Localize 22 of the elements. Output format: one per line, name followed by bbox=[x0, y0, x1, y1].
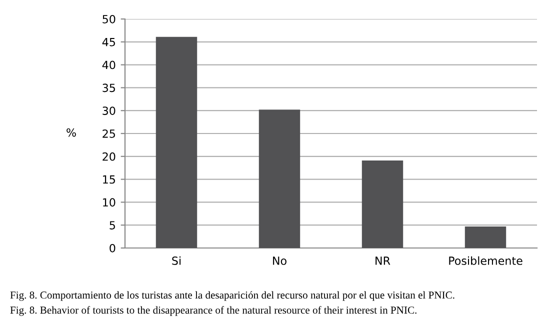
bar bbox=[464, 226, 506, 248]
y-tick-label: 35 bbox=[102, 84, 115, 92]
x-tick-label: NR bbox=[376, 256, 390, 265]
y-tick-label: 0 bbox=[110, 244, 116, 252]
y-tick-label: 25 bbox=[102, 129, 115, 138]
x-tick-label: No bbox=[273, 256, 286, 265]
y-tick-label: 5 bbox=[110, 221, 115, 230]
y-tick-label: 20 bbox=[102, 152, 116, 161]
y-tick-label: 15 bbox=[103, 175, 115, 184]
y-tick-label: 45 bbox=[102, 38, 115, 46]
bar bbox=[362, 160, 404, 248]
bar bbox=[156, 36, 198, 248]
caption: Fig. 8. Comportamiento de los turistas ante la desaparición del recurso natural por el que visitan el PNIC. bbox=[10, 291, 454, 301]
y-tick-label: 10 bbox=[103, 198, 116, 207]
y-tick-label: 30 bbox=[102, 106, 116, 115]
y-tick-label: 40 bbox=[102, 60, 116, 70]
y-axis-title: % bbox=[66, 128, 76, 137]
bar bbox=[258, 110, 300, 248]
caption: Fig. 8. Behavior of tourists to the disappearance of the natural resource of their interest in PNIC. bbox=[10, 306, 416, 316]
y-tick-label: 50 bbox=[102, 14, 116, 24]
x-tick-label: Posiblemente bbox=[449, 256, 522, 265]
x-tick-label: Si bbox=[172, 256, 181, 265]
